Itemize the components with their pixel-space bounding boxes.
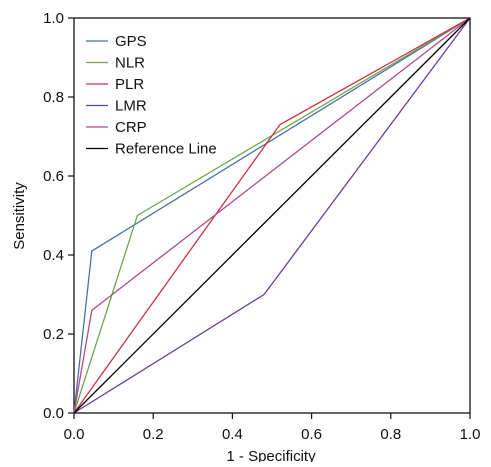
y-tick-label: 0.6 (43, 168, 64, 185)
y-tick-label: 0.8 (43, 89, 64, 106)
x-tick-label: 0.4 (222, 426, 243, 443)
x-tick-label: 0.8 (380, 426, 401, 443)
legend-label-reference-line: Reference Line (115, 141, 217, 158)
series-line-reference-line (73, 17, 471, 414)
x-tick-label: 0.0 (64, 426, 85, 443)
series-line-nlr (73, 17, 471, 414)
y-tick-label: 0.2 (43, 326, 64, 343)
legend-label-plr: PLR (115, 76, 144, 93)
y-tick-label: 0.0 (43, 405, 64, 422)
legend-label-nlr: NLR (115, 55, 145, 72)
y-axis-ticks: 0.0 0.2 0.4 0.6 0.8 1.0 (43, 10, 74, 422)
series-line-gps (73, 17, 471, 414)
legend: GPS NLR PLR LMR CRP Reference Line (86, 33, 217, 158)
x-tick-label: 1.0 (460, 426, 481, 443)
plot-border (73, 17, 471, 414)
legend-label-crp: CRP (115, 119, 147, 136)
plot-area (73, 17, 471, 414)
y-tick-label: 1.0 (43, 10, 64, 27)
y-axis-label: Sensitivity (11, 182, 28, 250)
x-tick-label: 0.6 (301, 426, 322, 443)
series-line-lmr (73, 17, 471, 414)
x-axis-label: 1 - Specificity (226, 448, 316, 462)
legend-label-lmr: LMR (115, 98, 147, 115)
legend-label-gps: GPS (115, 33, 147, 50)
series-lines (73, 17, 471, 414)
series-line-plr (73, 17, 471, 414)
y-tick-label: 0.4 (43, 247, 64, 264)
x-axis-ticks: 0.0 0.2 0.4 0.6 0.8 1.0 (64, 413, 481, 443)
x-tick-label: 0.2 (143, 426, 164, 443)
series-line-crp (73, 17, 471, 414)
